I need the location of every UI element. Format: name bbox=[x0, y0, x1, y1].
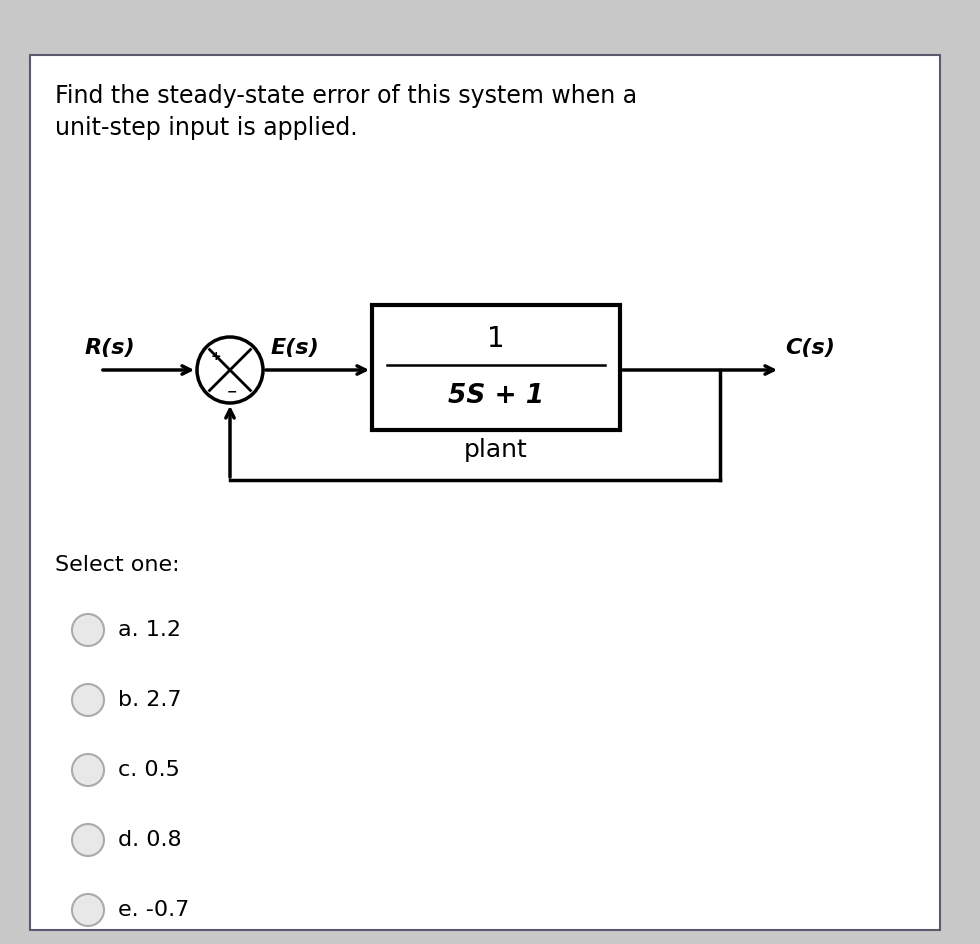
Text: b. 2.7: b. 2.7 bbox=[118, 690, 181, 710]
Circle shape bbox=[72, 614, 104, 646]
Text: c. 0.5: c. 0.5 bbox=[118, 760, 180, 780]
Text: 5S + 1: 5S + 1 bbox=[448, 383, 544, 410]
Text: E(s): E(s) bbox=[271, 338, 319, 358]
Text: −: − bbox=[226, 386, 237, 399]
Text: C(s): C(s) bbox=[785, 338, 835, 358]
Bar bbox=[372, 305, 620, 430]
Text: d. 0.8: d. 0.8 bbox=[118, 830, 181, 850]
Circle shape bbox=[72, 894, 104, 926]
Circle shape bbox=[72, 754, 104, 786]
Text: Find the steady-state error of this system when a: Find the steady-state error of this syst… bbox=[55, 84, 637, 108]
Text: R(s): R(s) bbox=[85, 338, 135, 358]
Circle shape bbox=[72, 824, 104, 856]
Text: Select one:: Select one: bbox=[55, 555, 179, 575]
Text: a. 1.2: a. 1.2 bbox=[118, 620, 181, 640]
Text: +: + bbox=[211, 349, 221, 362]
Circle shape bbox=[72, 684, 104, 716]
Text: e. -0.7: e. -0.7 bbox=[118, 900, 189, 920]
Circle shape bbox=[197, 337, 263, 403]
Text: 1: 1 bbox=[487, 325, 505, 353]
Text: plant: plant bbox=[465, 438, 528, 462]
Text: unit-step input is applied.: unit-step input is applied. bbox=[55, 116, 358, 140]
